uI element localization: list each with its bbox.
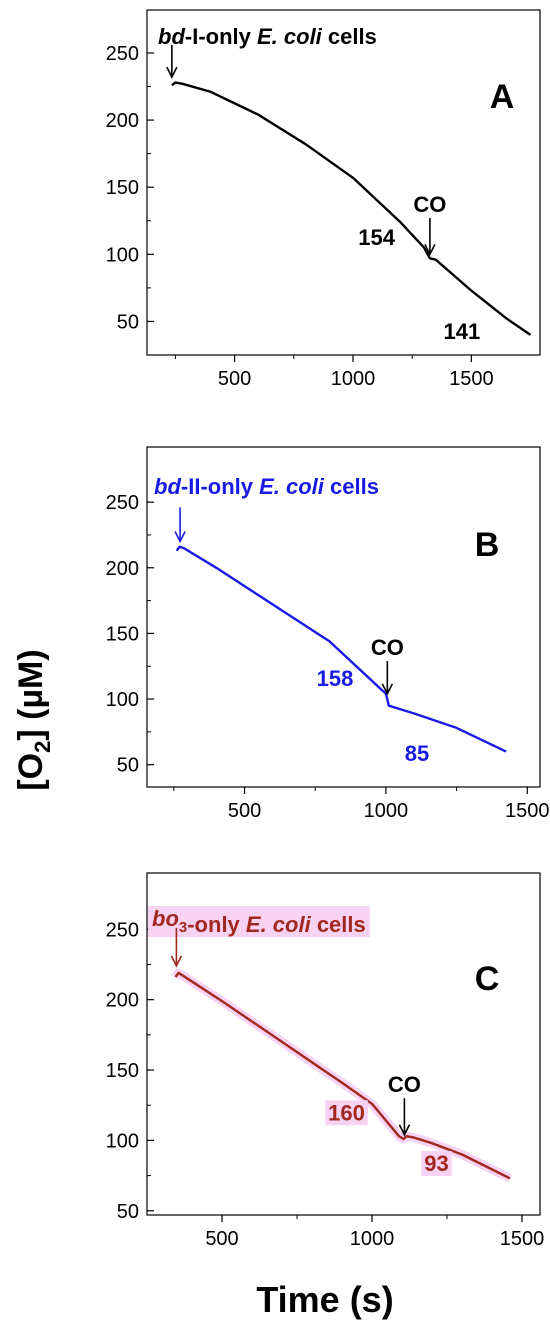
panel-title-subscript: 3: [179, 919, 187, 936]
x-tick-label: 1500: [449, 368, 494, 390]
start-arrow-head: [174, 531, 186, 544]
panel-letter: C: [475, 960, 500, 998]
rate-label: 93: [424, 1151, 448, 1176]
x-tick-label: 1000: [350, 1228, 395, 1250]
y-tick-label: 200: [106, 110, 139, 132]
x-tick-label: 1500: [505, 800, 550, 822]
y-axis-title: [O2] (µM): [12, 649, 55, 790]
y-tick-label: 200: [106, 990, 139, 1012]
y-tick-label: 250: [106, 492, 139, 514]
panel-title-part: E. coli: [257, 24, 323, 49]
plot-frame: [146, 446, 541, 788]
co-arrow-head: [381, 683, 394, 696]
plot-frame: [146, 872, 541, 1216]
panel-title-part: cells: [324, 474, 379, 499]
y-tick-label: 200: [106, 558, 139, 580]
co-label: CO: [371, 635, 404, 660]
y-tick-label: 50: [117, 755, 139, 777]
y-tick-label: 250: [106, 919, 139, 941]
panel-a: 50 100 150 200 250 500 1000 1500 bd-I-only E. co…: [106, 9, 541, 390]
y-axis-title-sub: 2: [30, 741, 55, 753]
y-tick-label: 150: [106, 1060, 139, 1082]
panel-title-part: E. coli: [246, 912, 312, 937]
y-tick-label: 150: [106, 177, 139, 199]
start-arrow-head: [166, 66, 178, 79]
panel-title-part: E. coli: [259, 474, 325, 499]
y-tick-label: 150: [106, 623, 139, 645]
x-tick-label: 1500: [500, 1228, 545, 1250]
rate-highlight: [325, 1100, 368, 1126]
series-line: [171, 81, 532, 336]
panel-title-part: bd: [158, 24, 185, 49]
panel-title-part: -only: [187, 912, 246, 937]
co-label: CO: [388, 1072, 421, 1097]
panel-title-part: bo: [152, 906, 179, 931]
panel-letter: B: [475, 526, 500, 564]
rate-label: 85: [405, 741, 429, 766]
start-arrow-head: [170, 955, 183, 968]
rate-label: 158: [317, 666, 354, 691]
series-line: [174, 971, 511, 1180]
panel-title-part: -I-only: [185, 24, 257, 49]
y-tick-label: 100: [106, 1130, 139, 1152]
panel-title: bd-II-only E. coli cells: [154, 474, 379, 499]
rate-label: 154: [358, 225, 395, 250]
y-tick-label: 50: [117, 1201, 139, 1223]
y-tick-label: 250: [106, 43, 139, 65]
panel-c: 50 100 150 200 250 500 1000 1500 bo3-only E. col…: [106, 872, 545, 1250]
panel-title: bo3-only E. coli cells: [152, 906, 366, 937]
panel-title: bd-I-only E. coli cells: [158, 24, 377, 49]
y-axis-title-rest: ] (µM): [12, 649, 50, 740]
panel-title-part: bd: [154, 474, 181, 499]
x-tick-label: 1000: [364, 800, 409, 822]
x-axis-title: Time (s): [256, 1279, 393, 1320]
co-label: CO: [413, 192, 446, 217]
panel-title-part: -II-only: [181, 474, 259, 499]
y-tick-label: 100: [106, 689, 139, 711]
y-tick-label: 100: [106, 244, 139, 266]
rate-label: 160: [328, 1100, 365, 1125]
co-arrow-head: [398, 1124, 411, 1137]
x-tick-label: 500: [228, 800, 261, 822]
y-tick-label: 50: [117, 311, 139, 333]
rate-highlight: [421, 1150, 452, 1176]
rate-label: 141: [444, 319, 481, 344]
co-arrow-head: [424, 243, 436, 257]
x-tick-label: 500: [205, 1228, 238, 1250]
x-tick-label: 500: [218, 368, 251, 390]
panel-b: 50 100 150 200 250 500 1000 1500 bd-II-only E. c…: [106, 446, 550, 822]
plot-frame: [146, 9, 541, 356]
panel-letter: A: [490, 78, 515, 116]
title-highlight: [148, 906, 370, 937]
panel-title-part: cells: [311, 912, 366, 937]
series-line: [175, 545, 507, 753]
x-tick-label: 1000: [331, 368, 376, 390]
y-axis-title-main: [O: [12, 753, 50, 791]
panel-title-part: cells: [322, 24, 377, 49]
